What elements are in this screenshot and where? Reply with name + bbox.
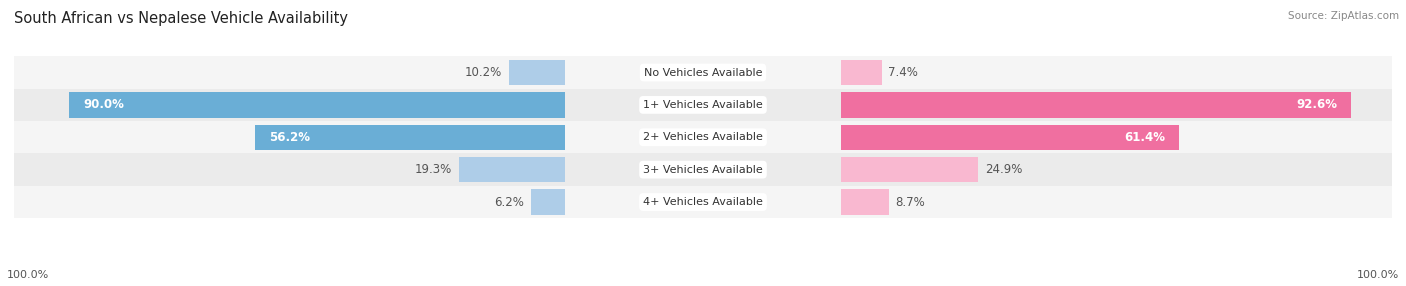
Text: 7.4%: 7.4% bbox=[889, 66, 918, 79]
Text: 100.0%: 100.0% bbox=[1357, 270, 1399, 280]
Text: 92.6%: 92.6% bbox=[1296, 98, 1337, 112]
Bar bbox=[14, 56, 1392, 89]
Bar bbox=[509, 60, 565, 85]
Bar bbox=[841, 92, 1351, 118]
Bar bbox=[531, 189, 565, 215]
Text: 100.0%: 100.0% bbox=[7, 270, 49, 280]
Text: 6.2%: 6.2% bbox=[495, 196, 524, 208]
Bar bbox=[256, 125, 565, 150]
Text: 10.2%: 10.2% bbox=[465, 66, 502, 79]
Bar bbox=[14, 186, 1392, 218]
Bar bbox=[841, 60, 882, 85]
Text: South African vs Nepalese Vehicle Availability: South African vs Nepalese Vehicle Availa… bbox=[14, 11, 349, 26]
Bar bbox=[69, 92, 565, 118]
Text: 61.4%: 61.4% bbox=[1125, 131, 1166, 144]
Text: 8.7%: 8.7% bbox=[896, 196, 925, 208]
Bar bbox=[14, 121, 1392, 154]
Text: 24.9%: 24.9% bbox=[986, 163, 1022, 176]
Text: Source: ZipAtlas.com: Source: ZipAtlas.com bbox=[1288, 11, 1399, 21]
Text: 19.3%: 19.3% bbox=[415, 163, 451, 176]
Bar bbox=[458, 157, 565, 182]
Bar bbox=[841, 189, 889, 215]
Bar bbox=[841, 125, 1180, 150]
Text: No Vehicles Available: No Vehicles Available bbox=[644, 67, 762, 78]
Text: 56.2%: 56.2% bbox=[269, 131, 311, 144]
Text: 4+ Vehicles Available: 4+ Vehicles Available bbox=[643, 197, 763, 207]
Text: 2+ Vehicles Available: 2+ Vehicles Available bbox=[643, 132, 763, 142]
Bar bbox=[14, 89, 1392, 121]
Text: 3+ Vehicles Available: 3+ Vehicles Available bbox=[643, 165, 763, 175]
Text: 90.0%: 90.0% bbox=[83, 98, 124, 112]
Bar bbox=[841, 157, 979, 182]
Text: 1+ Vehicles Available: 1+ Vehicles Available bbox=[643, 100, 763, 110]
Bar bbox=[14, 154, 1392, 186]
